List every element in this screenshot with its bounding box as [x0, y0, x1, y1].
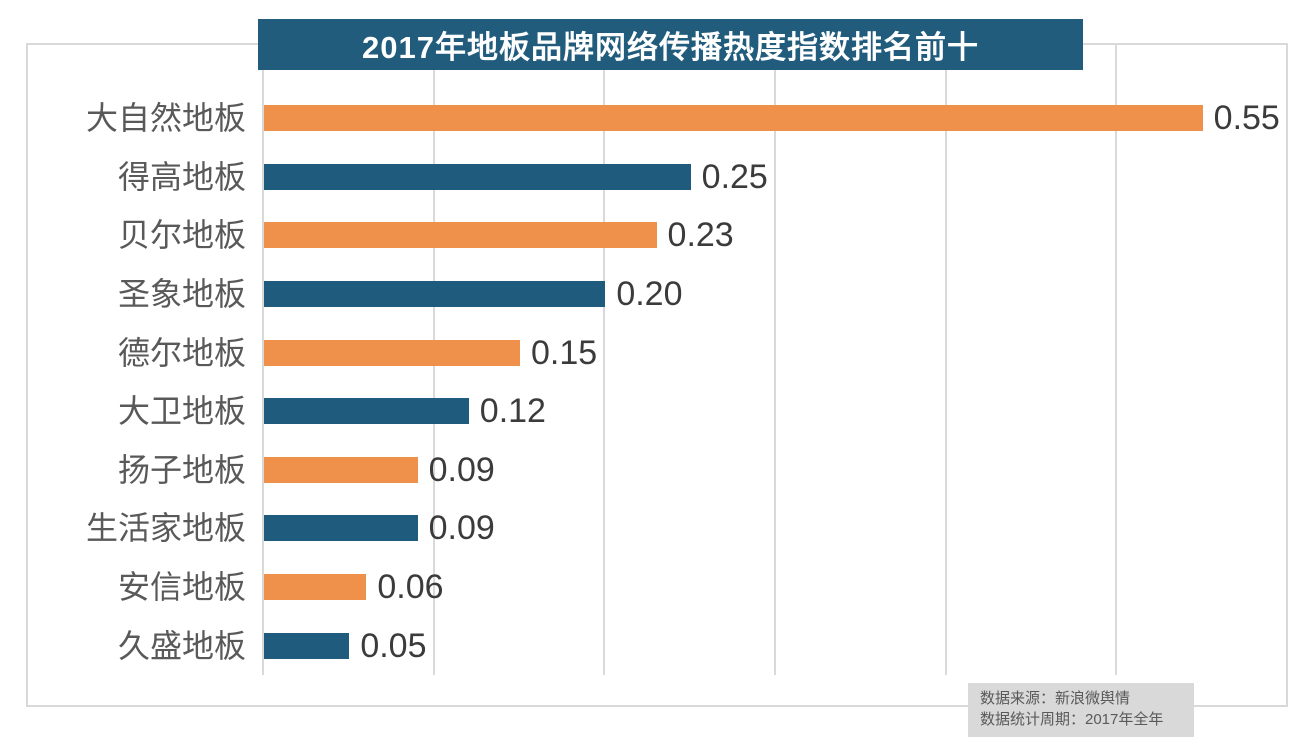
- bar-row: 扬子地板 0.09: [0, 441, 1288, 500]
- bar-track: 0.55: [264, 101, 1288, 135]
- data-period-line: 数据统计周期：2017年全年: [980, 711, 1164, 728]
- bar-row: 贝尔地板 0.23: [0, 206, 1288, 265]
- category-label: 得高地板: [117, 158, 246, 195]
- value-label: 0.20: [616, 275, 683, 314]
- bar-row: 大自然地板 0.55: [0, 89, 1288, 148]
- category-label: 大自然地板: [85, 100, 246, 137]
- gridline-0.5: [1115, 43, 1118, 675]
- value-label: 0.12: [479, 392, 546, 431]
- bar-row: 大卫地板 0.12: [0, 382, 1288, 441]
- data-source-line: 数据来源：新浪微舆情: [980, 690, 1131, 707]
- category-label: 德尔地板: [117, 334, 246, 371]
- bar-track: 0.05: [264, 629, 1288, 663]
- bar-row: 久盛地板 0.05: [0, 616, 1288, 675]
- bar-rows: 大自然地板 0.55 得高地板 0.25 贝尔地板 0.23 圣象地板 0.20 德尔地板 0.1…: [0, 89, 1288, 675]
- bar: [264, 281, 606, 308]
- bar: [264, 632, 350, 659]
- value-label: 0.05: [360, 626, 427, 665]
- bar: [264, 398, 469, 425]
- category-label: 久盛地板: [117, 627, 246, 664]
- bar-row: 圣象地板 0.20: [0, 265, 1288, 324]
- bar: [264, 456, 418, 483]
- value-label: 0.25: [701, 157, 768, 196]
- bar-track: 0.09: [264, 511, 1288, 545]
- bar: [264, 222, 657, 249]
- bar: [264, 339, 520, 366]
- gridline-0.0: [262, 43, 264, 675]
- gridline-0.3: [774, 43, 776, 675]
- bar: [264, 574, 367, 601]
- chart-title: 2017年地板品牌网络传播热度指数排名前十: [258, 19, 1083, 70]
- bar-row: 安信地板 0.06: [0, 558, 1288, 617]
- category-label: 生活家地板: [85, 510, 246, 547]
- bar-track: 0.15: [264, 336, 1288, 370]
- bar-row: 生活家地板 0.09: [0, 499, 1288, 558]
- bar-track: 0.06: [264, 570, 1288, 604]
- category-label: 安信地板: [117, 569, 246, 606]
- bar: [264, 105, 1203, 132]
- gridline-0.2: [603, 43, 606, 675]
- bar: [264, 163, 691, 190]
- category-label: 贝尔地板: [117, 217, 246, 254]
- value-label: 0.15: [531, 333, 598, 372]
- value-label: 0.09: [428, 509, 495, 548]
- value-label: 0.23: [667, 216, 734, 255]
- bar-row: 得高地板 0.25: [0, 148, 1288, 207]
- category-label: 圣象地板: [117, 276, 246, 313]
- category-label: 扬子地板: [117, 451, 246, 488]
- bar-track: 0.23: [264, 218, 1288, 252]
- bar: [264, 515, 418, 542]
- category-label: 大卫地板: [117, 393, 246, 430]
- bar-track: 0.25: [264, 160, 1288, 194]
- gridline-0.4: [944, 43, 947, 675]
- value-label: 0.09: [428, 450, 495, 489]
- data-source-note: 数据来源：新浪微舆情 数据统计周期：2017年全年: [968, 683, 1194, 737]
- bar-track: 0.12: [264, 394, 1288, 428]
- value-label: 0.06: [377, 568, 444, 607]
- bar-track: 0.09: [264, 453, 1288, 487]
- value-label: 0.55: [1213, 99, 1280, 138]
- bar-row: 德尔地板 0.15: [0, 323, 1288, 382]
- bar-track: 0.20: [264, 277, 1288, 311]
